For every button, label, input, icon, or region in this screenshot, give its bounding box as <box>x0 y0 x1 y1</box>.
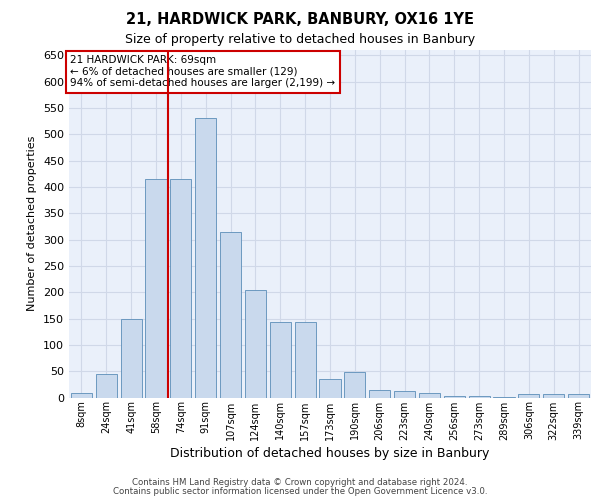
X-axis label: Distribution of detached houses by size in Banbury: Distribution of detached houses by size … <box>170 446 490 460</box>
Bar <box>493 397 515 398</box>
Bar <box>469 396 490 398</box>
Bar <box>319 379 341 398</box>
Bar <box>71 394 92 398</box>
Text: 21 HARDWICK PARK: 69sqm
← 6% of detached houses are smaller (129)
94% of semi-de: 21 HARDWICK PARK: 69sqm ← 6% of detached… <box>70 56 335 88</box>
Bar <box>518 394 539 398</box>
Text: Contains public sector information licensed under the Open Government Licence v3: Contains public sector information licen… <box>113 488 487 496</box>
Bar <box>543 394 564 398</box>
Bar <box>344 372 365 398</box>
Bar <box>369 390 390 398</box>
Text: 21, HARDWICK PARK, BANBURY, OX16 1YE: 21, HARDWICK PARK, BANBURY, OX16 1YE <box>126 12 474 28</box>
Bar <box>220 232 241 398</box>
Bar <box>568 394 589 398</box>
Bar <box>121 318 142 398</box>
Text: Contains HM Land Registry data © Crown copyright and database right 2024.: Contains HM Land Registry data © Crown c… <box>132 478 468 487</box>
Bar <box>394 390 415 398</box>
Bar <box>270 322 291 398</box>
Bar <box>195 118 216 398</box>
Bar <box>295 322 316 398</box>
Bar <box>419 394 440 398</box>
Bar <box>170 179 191 398</box>
Bar <box>245 290 266 398</box>
Bar <box>145 179 167 398</box>
Bar <box>96 374 117 398</box>
Bar <box>444 396 465 398</box>
Text: Size of property relative to detached houses in Banbury: Size of property relative to detached ho… <box>125 32 475 46</box>
Y-axis label: Number of detached properties: Number of detached properties <box>28 136 37 312</box>
